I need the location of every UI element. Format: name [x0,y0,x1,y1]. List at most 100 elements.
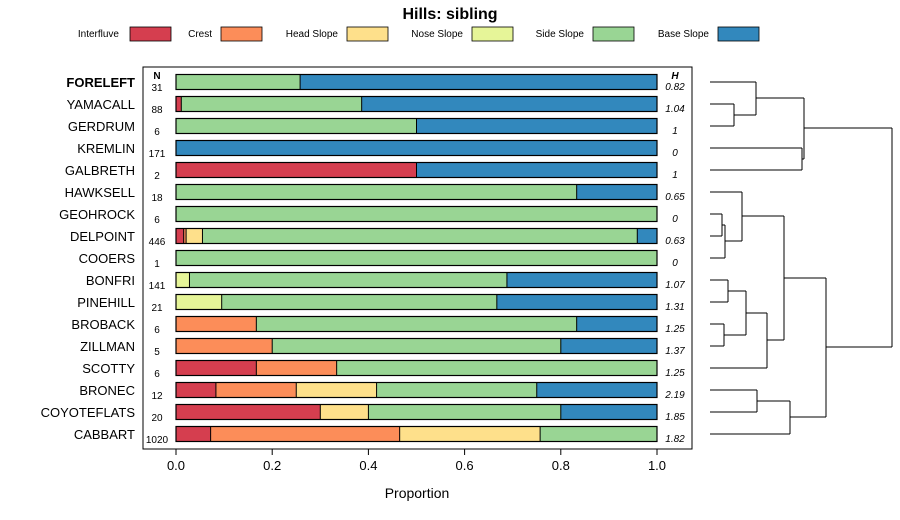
h-value: 1.25 [665,368,685,379]
bar-outline [175,161,658,179]
n-value: 446 [149,237,166,248]
h-value: 1.07 [665,280,685,291]
h-header: H [671,71,679,82]
bar-outline [175,359,658,377]
dendrogram-branch [710,81,892,171]
legend-swatch [220,26,263,42]
bar-segment [176,228,184,244]
legend-swatch [717,26,760,42]
n-value: 88 [151,105,163,116]
h-value: 2.19 [664,390,685,401]
bar-segment [560,338,657,354]
bar-segment [202,228,638,244]
legend-label: Nose Slope [411,29,463,40]
bar-segment [221,294,497,310]
x-tick-label: 0.4 [359,458,377,473]
legend-label: Crest [188,29,212,40]
n-value: 20 [151,413,163,424]
category-label: BRONEC [79,383,135,398]
category-label: BONFRI [86,273,135,288]
bar-segment [176,140,657,156]
h-value: 0.63 [665,236,685,247]
bar-segment [336,360,657,376]
bar-outline [175,293,658,311]
bar-segment [256,316,577,332]
bar-segment [176,118,417,134]
bar-segment [176,426,211,442]
category-label: SCOTTY [82,361,135,376]
legend-swatch [471,26,514,42]
category-label: KREMLIN [77,141,135,156]
n-value: 31 [151,83,163,94]
bar-segment [536,382,657,398]
bar-row: CABBART 1020 1.82 [74,425,685,446]
bar-outline [175,139,658,157]
bar-row: KREMLIN 171 0 [77,139,678,160]
legend-swatch [592,26,635,42]
n-value: 141 [149,281,166,292]
bar-segment [215,382,297,398]
h-value: 1.37 [665,346,685,357]
bar-segment [176,206,657,222]
category-label: HAWKSELL [65,185,135,200]
bar-segment [210,426,400,442]
x-tick-label: 1.0 [648,458,666,473]
x-tick-label: 0.0 [167,458,185,473]
h-value: 1.04 [665,104,685,115]
bar-outline [175,95,658,113]
bar-segment [361,96,657,112]
bar-segment [296,382,377,398]
bar-segment [320,404,369,420]
dendrogram-branch [710,128,893,435]
n-value: 5 [154,347,160,358]
bar-segment [368,404,561,420]
n-value: 171 [149,149,166,160]
legend-label: Base Slope [658,29,710,40]
x-axis-title: Proportion [385,485,450,501]
bar-segment [181,96,362,112]
bar-row: PINEHILL 21 1.31 [77,293,685,314]
x-tick-label: 0.2 [263,458,281,473]
dendrogram-branch [710,216,826,369]
bar-segment [637,228,657,244]
bar-segment [176,184,577,200]
bar-segment [186,228,203,244]
h-value: 1.31 [665,302,684,313]
legend-label: Interfluve [78,29,120,40]
x-tick-label: 0.8 [552,458,570,473]
bar-outline [175,227,658,245]
legend-swatch [346,26,389,42]
h-value: 0.65 [665,192,685,203]
legend-swatch [129,26,172,42]
category-label: DELPOINT [70,229,135,244]
bar-segment [560,404,657,420]
h-value: 1 [672,126,678,137]
bar-segment [506,272,657,288]
bar-segment [376,382,537,398]
legend-label: Head Slope [286,29,339,40]
bar-outline [175,117,658,135]
category-label: COYOTEFLATS [41,405,136,420]
bar-segment [540,426,657,442]
bar-segment [272,338,561,354]
bar-row: COYOTEFLATS 20 1.85 [41,403,685,424]
plot-frame [142,66,693,450]
bar-outline [175,337,658,355]
x-axis: 0.0 0.2 0.4 0.6 0.8 1.0 [167,449,666,473]
bar-row: COOERS 1 0 [79,249,678,270]
bar-row: SCOTTY 6 1.25 [82,359,685,380]
bar-outline [175,249,658,267]
n-value: 6 [154,369,160,380]
bar-row: DELPOINT 446 0.63 [70,227,685,248]
bar-segment [176,250,657,266]
bar-segment [176,316,257,332]
bar-segment [176,338,273,354]
category-label: CABBART [74,427,135,442]
bar-segment [176,162,417,178]
category-label: BROBACK [71,317,135,332]
n-value: 2 [154,171,160,182]
bar-segment [176,382,216,398]
bar-outline [175,315,658,333]
n-value: 6 [154,215,160,226]
